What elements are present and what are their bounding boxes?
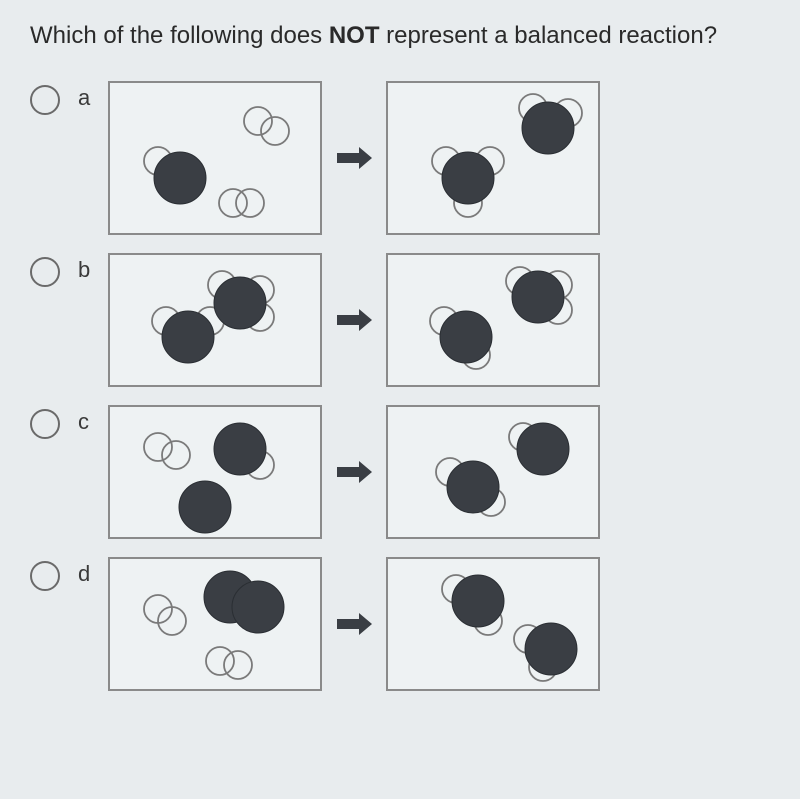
large-atom	[214, 423, 266, 475]
diagram-b	[108, 253, 600, 387]
reactant-box-a	[108, 81, 322, 235]
small-atom	[261, 117, 289, 145]
radio-a[interactable]	[30, 85, 60, 115]
question-suffix: represent a balanced reaction?	[380, 22, 718, 49]
small-atom	[219, 189, 247, 217]
reactant-box-b	[108, 253, 322, 387]
question-text: Which of the following does NOT represen…	[30, 20, 770, 51]
small-atom	[224, 651, 252, 679]
large-atom	[512, 271, 564, 323]
diagram-d	[108, 557, 600, 691]
large-atom	[162, 311, 214, 363]
reactant-box-c	[108, 405, 322, 539]
product-box-a	[386, 81, 600, 235]
arrow-icon	[334, 457, 374, 487]
arrow-icon	[334, 143, 374, 173]
small-atom	[236, 189, 264, 217]
option-c-row: c	[30, 405, 770, 539]
option-b-row: b	[30, 253, 770, 387]
large-atom	[525, 623, 577, 675]
diagram-a	[108, 81, 600, 235]
option-d-row: d	[30, 557, 770, 691]
small-atom	[144, 433, 172, 461]
radio-b[interactable]	[30, 257, 60, 287]
diagram-c	[108, 405, 600, 539]
option-a-label: a	[78, 85, 108, 111]
product-box-b	[386, 253, 600, 387]
reactant-box-d	[108, 557, 322, 691]
question-bold: NOT	[329, 22, 380, 49]
large-atom	[522, 102, 574, 154]
large-atom	[442, 152, 494, 204]
product-box-d	[386, 557, 600, 691]
large-atom	[232, 581, 284, 633]
large-atom	[452, 575, 504, 627]
question-prefix: Which of the following does	[30, 22, 329, 49]
option-c-label: c	[78, 409, 108, 435]
large-atom	[517, 423, 569, 475]
large-atom	[154, 152, 206, 204]
large-atom	[447, 461, 499, 513]
option-a-row: a	[30, 81, 770, 235]
option-d-label: d	[78, 561, 108, 587]
option-b-label: b	[78, 257, 108, 283]
radio-d[interactable]	[30, 561, 60, 591]
small-atom	[244, 107, 272, 135]
large-atom	[179, 481, 231, 533]
radio-c[interactable]	[30, 409, 60, 439]
small-atom	[206, 647, 234, 675]
arrow-icon	[334, 609, 374, 639]
arrow-icon	[334, 305, 374, 335]
large-atom	[440, 311, 492, 363]
large-atom	[214, 277, 266, 329]
question-page: Which of the following does NOT represen…	[0, 0, 800, 799]
small-atom	[162, 441, 190, 469]
product-box-c	[386, 405, 600, 539]
